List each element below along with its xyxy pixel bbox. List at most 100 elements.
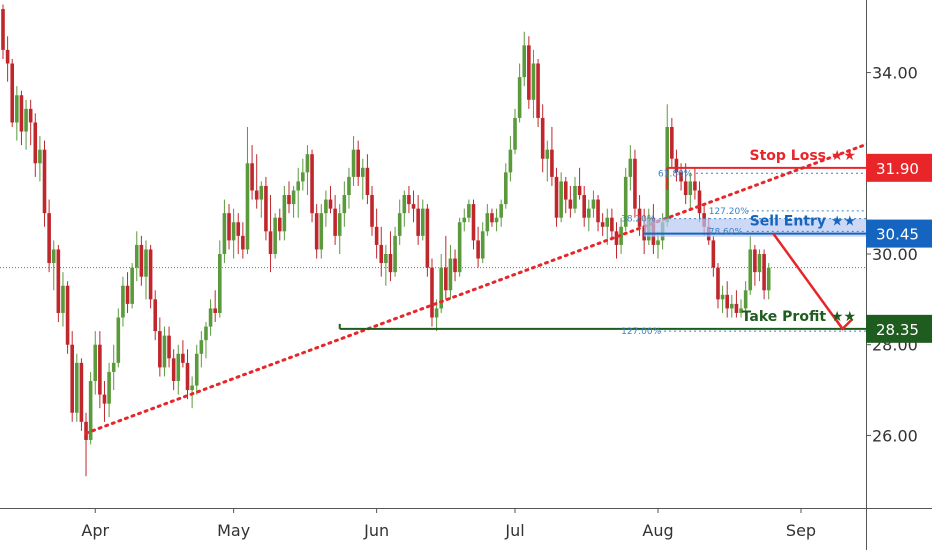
candle-body xyxy=(517,77,522,118)
candle-body xyxy=(674,158,679,173)
candle-body xyxy=(716,267,720,300)
candle-body xyxy=(527,45,531,100)
target-arrow-shaft xyxy=(772,232,844,330)
candle-body xyxy=(554,176,559,218)
candle-body xyxy=(499,204,503,218)
candle-body xyxy=(444,267,448,291)
candle-body xyxy=(268,231,273,254)
candle-body xyxy=(47,213,51,264)
candle-body xyxy=(531,63,536,100)
candle-body xyxy=(296,181,301,191)
candle-body xyxy=(190,385,194,391)
take-profit-label: Take Profit ★★ xyxy=(742,309,856,325)
candle-body xyxy=(333,208,337,236)
sell-entry-zone xyxy=(644,218,866,237)
candle-body xyxy=(407,195,411,205)
price-tick-label: 26.00 xyxy=(872,426,918,445)
candle-body xyxy=(5,49,10,64)
candle-body xyxy=(720,294,725,300)
candle-body xyxy=(259,185,264,200)
candle-body xyxy=(33,122,38,164)
candle-body xyxy=(185,362,190,391)
candle-body xyxy=(582,195,587,218)
time-tick-label: May xyxy=(217,521,250,540)
candle-body xyxy=(1,9,5,50)
candle-body xyxy=(540,117,545,159)
candle-body xyxy=(273,217,277,254)
candle-body xyxy=(314,213,319,250)
candle-body xyxy=(42,149,47,214)
candle-body xyxy=(370,195,374,227)
candle-body xyxy=(65,285,70,345)
candle-body xyxy=(365,167,370,196)
candle-body xyxy=(328,199,333,209)
candle-body xyxy=(416,208,420,236)
candle-body xyxy=(38,149,42,164)
candle-body xyxy=(633,158,637,209)
candle-body xyxy=(171,358,176,381)
candle-body xyxy=(600,222,605,227)
candle-body xyxy=(494,217,499,223)
candle-body xyxy=(420,208,425,236)
fib-level-label: 61.80% xyxy=(658,169,693,179)
candle-body xyxy=(347,176,351,196)
candle-body xyxy=(282,195,287,232)
candle-body xyxy=(70,344,74,413)
candle-body xyxy=(480,231,485,259)
target-arrow-head xyxy=(832,315,854,331)
candle-body xyxy=(513,117,517,150)
candle-body xyxy=(139,244,144,277)
candle-body xyxy=(766,267,771,291)
candle-body xyxy=(181,353,185,363)
stop-loss-price-tag: 31.90 xyxy=(866,153,932,182)
candle-body xyxy=(231,222,236,241)
candle-body xyxy=(453,258,457,273)
candle-body xyxy=(217,254,222,313)
candle-body xyxy=(134,244,139,268)
candle-body xyxy=(563,181,568,200)
candle-body xyxy=(568,199,573,209)
price-tag-label: 31.90 xyxy=(876,160,919,178)
candle-body xyxy=(656,240,660,245)
price-tick-label: 30.00 xyxy=(872,245,918,264)
candle-body xyxy=(476,240,480,259)
candle-body xyxy=(743,290,748,309)
candle-body xyxy=(194,353,199,386)
candle-body xyxy=(342,195,347,214)
candle-body xyxy=(467,204,471,218)
candle-body xyxy=(84,421,88,440)
price-tag-box xyxy=(866,219,932,248)
fib-level-label: 127.00% xyxy=(621,327,661,337)
candle-body xyxy=(628,158,633,177)
candle-body xyxy=(485,213,490,232)
candle-body xyxy=(670,127,674,159)
candle-body xyxy=(448,258,453,291)
candle-body xyxy=(559,181,563,218)
candle-body xyxy=(550,149,554,177)
candle-body xyxy=(148,249,153,300)
candle-body xyxy=(610,217,614,232)
candle-body xyxy=(356,149,360,177)
candle-body xyxy=(310,154,314,214)
candle-body xyxy=(614,231,619,245)
candle-body xyxy=(130,267,134,304)
candle-body xyxy=(471,204,476,241)
time-tick-label: Sep xyxy=(786,521,816,540)
candle-body xyxy=(291,190,296,205)
candle-body xyxy=(679,172,683,182)
candle-body xyxy=(753,249,757,273)
candle-body xyxy=(208,308,213,327)
candle-body xyxy=(61,285,65,313)
candle-body xyxy=(637,208,642,227)
fib-level-label: 78.60% xyxy=(709,227,744,237)
candle-body xyxy=(596,199,600,223)
candle-body xyxy=(384,254,388,264)
candle-body xyxy=(434,308,439,318)
candle-body xyxy=(457,222,462,273)
candle-body xyxy=(88,381,93,440)
candle-body xyxy=(337,213,342,236)
candle-body xyxy=(591,199,596,209)
candle-body xyxy=(79,362,84,422)
candle-body xyxy=(748,249,753,291)
candle-body xyxy=(121,285,125,318)
